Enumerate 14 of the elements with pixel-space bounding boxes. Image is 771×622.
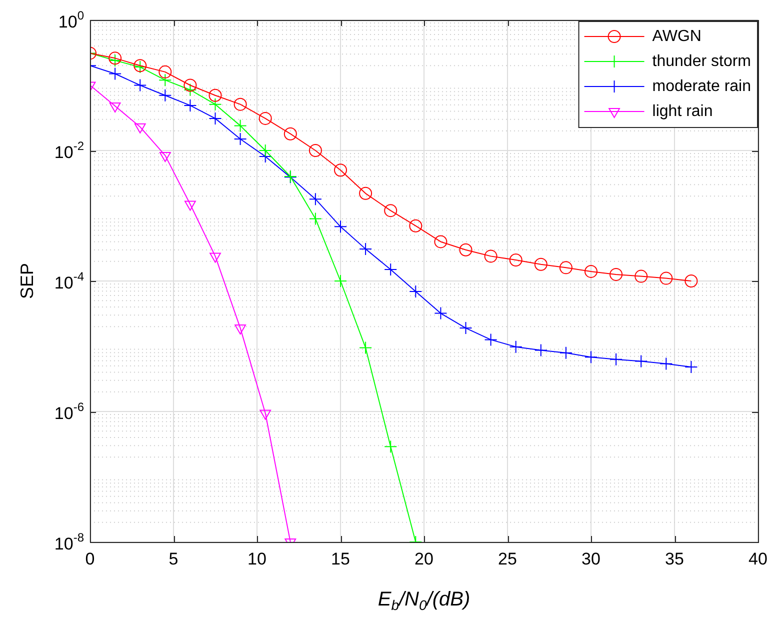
x-tick-label: 30 [582,550,600,569]
x-tick-label: 5 [168,550,178,569]
x-tick-label: 15 [331,550,350,569]
legend-label: thunder storm [652,52,751,70]
x-tick-label: 20 [414,550,434,569]
x-tick-label: 25 [498,550,517,569]
y-axis-title: SEP [16,262,37,300]
legend-label: AWGN [652,28,702,45]
legend-label: light rain [652,102,713,120]
legend-label: moderate rain [652,78,751,95]
x-tick-label: 40 [748,550,768,569]
x-tick-label: 35 [665,550,684,569]
x-tick-label: 0 [85,550,95,569]
x-tick-label: 10 [248,550,266,569]
